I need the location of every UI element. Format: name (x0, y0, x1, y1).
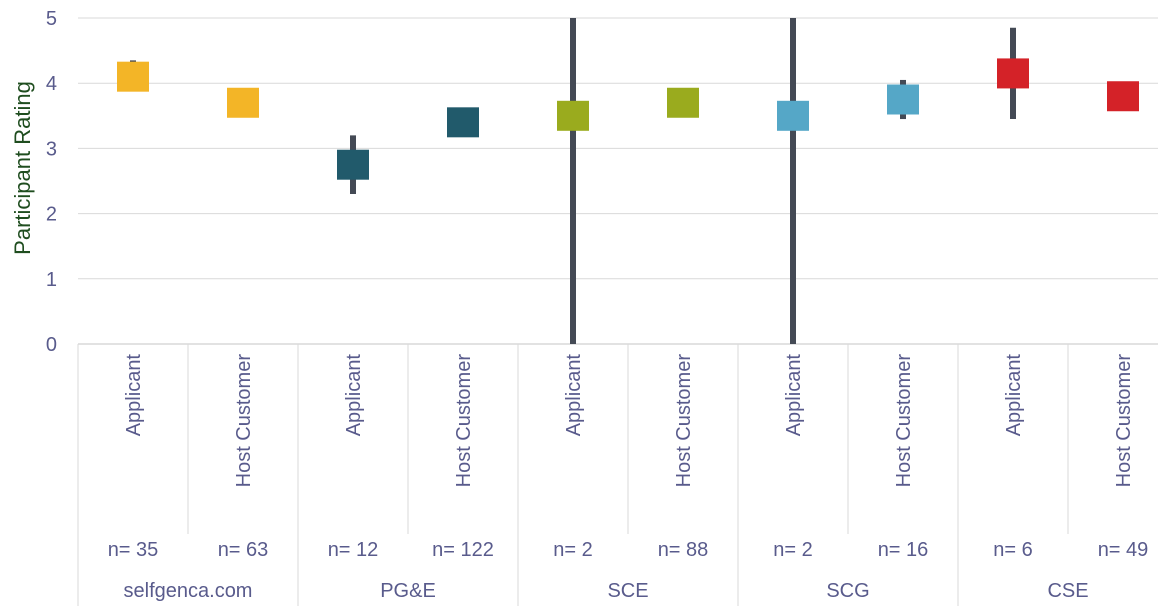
sample-size-label: n= 88 (658, 539, 709, 561)
group-label: CSE (1047, 580, 1088, 602)
sample-size-label: n= 35 (108, 539, 159, 561)
data-point (997, 58, 1029, 89)
sample-size-label: n= 16 (878, 539, 929, 561)
sample-size-label: n= 63 (218, 539, 269, 561)
y-tick-label: 0 (46, 334, 57, 356)
gridlines (78, 17, 1158, 280)
category-label: Host Customer (673, 354, 695, 488)
data-point (447, 107, 479, 138)
group-label: SCG (826, 580, 869, 602)
category-label: Applicant (783, 354, 805, 437)
data-point (337, 149, 369, 180)
y-axis-label: Participant Rating (10, 81, 35, 255)
category-label: Applicant (1003, 354, 1025, 437)
y-tick-label: 3 (46, 138, 57, 160)
group-label: PG&E (380, 580, 436, 602)
category-axis (77, 343, 1158, 606)
category-label: Host Customer (893, 354, 915, 488)
group-label: SCE (607, 580, 648, 602)
group-label: selfgenca.com (124, 580, 253, 602)
category-label: Host Customer (233, 354, 255, 488)
data-marks (117, 18, 1139, 344)
data-point (667, 87, 699, 118)
category-label: Applicant (343, 354, 365, 437)
data-point (887, 84, 919, 115)
sample-size-label: n= 49 (1098, 539, 1149, 561)
y-tick-label: 4 (46, 73, 57, 95)
category-label: Host Customer (1113, 354, 1135, 488)
sample-size-label: n= 2 (553, 539, 592, 561)
sample-size-label: n= 6 (993, 539, 1032, 561)
category-label: Host Customer (453, 354, 475, 488)
y-tick-label: 5 (46, 8, 57, 30)
category-label: Applicant (123, 354, 145, 437)
sample-size-label: n= 122 (432, 539, 494, 561)
data-point (557, 100, 589, 131)
category-label: Applicant (563, 354, 585, 437)
sample-size-label: n= 2 (773, 539, 812, 561)
data-point (117, 61, 149, 92)
data-point (1107, 81, 1139, 112)
data-point (227, 87, 259, 118)
sample-size-label: n= 12 (328, 539, 379, 561)
y-axis-ticks: 0 1 2 3 4 5 (46, 8, 57, 356)
data-point (777, 100, 809, 131)
y-tick-label: 2 (46, 204, 57, 226)
category-labels: selfgenca.com Applicant n= 35 Host Customer… (108, 354, 1149, 602)
y-tick-label: 1 (46, 269, 57, 291)
